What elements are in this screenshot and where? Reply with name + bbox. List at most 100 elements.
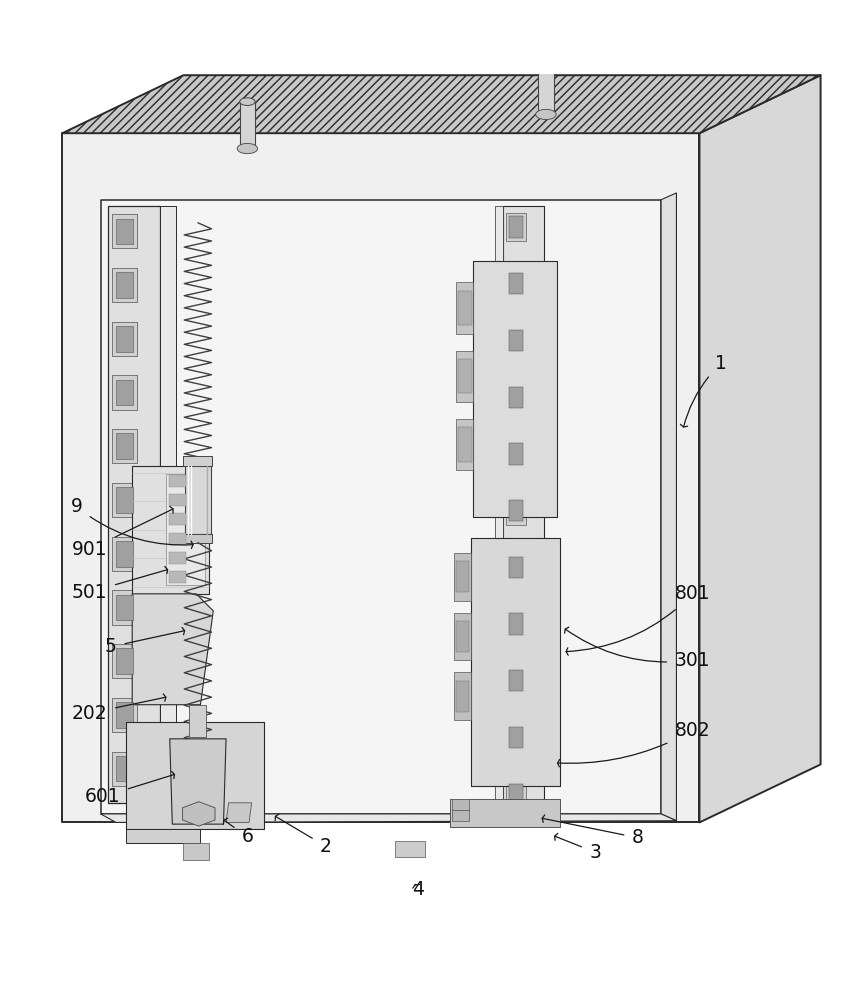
Polygon shape — [169, 533, 186, 545]
Ellipse shape — [239, 98, 255, 105]
Polygon shape — [505, 326, 526, 355]
Polygon shape — [116, 219, 133, 244]
Text: 801: 801 — [566, 584, 710, 655]
Polygon shape — [509, 216, 522, 238]
Polygon shape — [101, 814, 676, 822]
Polygon shape — [455, 681, 469, 712]
Polygon shape — [505, 553, 526, 581]
Polygon shape — [509, 613, 522, 635]
Polygon shape — [116, 541, 133, 567]
Polygon shape — [132, 594, 213, 705]
Text: 3: 3 — [554, 833, 601, 862]
Polygon shape — [182, 802, 215, 826]
Text: 901: 901 — [72, 506, 173, 559]
Polygon shape — [112, 537, 137, 571]
Polygon shape — [112, 590, 137, 625]
Polygon shape — [505, 780, 526, 808]
Polygon shape — [503, 206, 544, 820]
Polygon shape — [112, 644, 137, 678]
Polygon shape — [116, 272, 133, 298]
Polygon shape — [455, 561, 469, 592]
Text: 5: 5 — [105, 627, 184, 656]
Polygon shape — [116, 326, 133, 352]
Polygon shape — [112, 375, 137, 410]
Polygon shape — [509, 500, 522, 521]
Polygon shape — [509, 727, 522, 748]
Polygon shape — [458, 427, 471, 462]
Polygon shape — [112, 322, 137, 356]
Polygon shape — [169, 494, 186, 506]
Ellipse shape — [538, 64, 553, 71]
Polygon shape — [62, 75, 820, 133]
Polygon shape — [509, 273, 522, 294]
Polygon shape — [116, 380, 133, 405]
Text: 1: 1 — [680, 354, 726, 427]
Polygon shape — [116, 433, 133, 459]
Polygon shape — [453, 613, 470, 660]
Polygon shape — [394, 841, 424, 857]
Polygon shape — [132, 466, 209, 594]
Polygon shape — [660, 193, 676, 821]
Polygon shape — [112, 752, 137, 786]
Text: 501: 501 — [72, 567, 168, 602]
Polygon shape — [505, 440, 526, 468]
Polygon shape — [458, 359, 471, 393]
Polygon shape — [505, 213, 526, 241]
Polygon shape — [473, 261, 556, 517]
Polygon shape — [453, 672, 470, 720]
Text: 301: 301 — [564, 627, 710, 670]
Polygon shape — [470, 538, 559, 786]
Text: 8: 8 — [542, 815, 643, 847]
Polygon shape — [456, 351, 473, 402]
Polygon shape — [116, 702, 133, 728]
Polygon shape — [509, 330, 522, 351]
Polygon shape — [116, 756, 133, 781]
Polygon shape — [169, 552, 186, 564]
Polygon shape — [116, 648, 133, 674]
Polygon shape — [226, 803, 251, 822]
Polygon shape — [160, 206, 176, 803]
Polygon shape — [455, 621, 469, 652]
Polygon shape — [116, 595, 133, 620]
Polygon shape — [108, 206, 160, 803]
Polygon shape — [169, 571, 186, 583]
Polygon shape — [112, 698, 137, 732]
Text: 802: 802 — [557, 721, 710, 767]
Ellipse shape — [237, 143, 257, 154]
Polygon shape — [505, 270, 526, 298]
Polygon shape — [169, 513, 186, 525]
Polygon shape — [116, 487, 133, 513]
Polygon shape — [509, 387, 522, 408]
Polygon shape — [112, 268, 137, 302]
Text: 601: 601 — [84, 771, 175, 806]
Polygon shape — [509, 557, 522, 578]
Text: 2: 2 — [275, 814, 331, 856]
Polygon shape — [183, 843, 209, 860]
Polygon shape — [458, 291, 471, 325]
Polygon shape — [449, 799, 559, 827]
Polygon shape — [185, 466, 210, 534]
Polygon shape — [452, 810, 469, 821]
Text: 4: 4 — [412, 880, 423, 899]
Polygon shape — [456, 282, 473, 334]
Polygon shape — [538, 68, 553, 114]
Text: 9: 9 — [71, 497, 193, 549]
Polygon shape — [101, 200, 660, 814]
Polygon shape — [505, 667, 526, 695]
Polygon shape — [505, 610, 526, 638]
Polygon shape — [62, 133, 699, 822]
Polygon shape — [505, 497, 526, 525]
Polygon shape — [505, 383, 526, 411]
Polygon shape — [170, 739, 226, 824]
Polygon shape — [169, 475, 186, 487]
Polygon shape — [126, 829, 200, 843]
Polygon shape — [505, 723, 526, 752]
Polygon shape — [453, 553, 470, 601]
Polygon shape — [509, 443, 522, 465]
Polygon shape — [112, 483, 137, 517]
Polygon shape — [183, 456, 212, 466]
Polygon shape — [112, 214, 137, 248]
Polygon shape — [112, 429, 137, 463]
Polygon shape — [509, 670, 522, 691]
Polygon shape — [699, 75, 820, 822]
